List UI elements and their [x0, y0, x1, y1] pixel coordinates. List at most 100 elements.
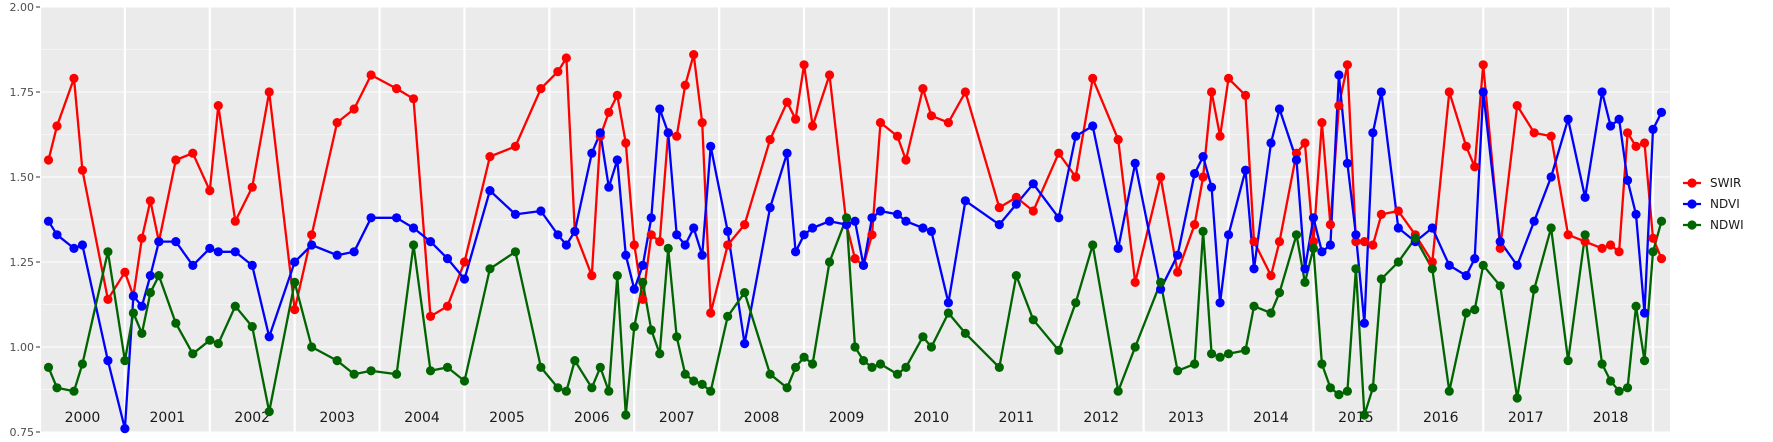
- data-point-swir: [290, 305, 300, 315]
- data-point-ndvi: [1478, 87, 1488, 97]
- data-point-ndvi: [1342, 158, 1352, 168]
- data-point-swir: [1359, 237, 1369, 247]
- year-label: 2000: [65, 410, 101, 426]
- data-point-ndvi: [1300, 264, 1310, 274]
- data-point-ndvi: [1622, 175, 1633, 185]
- data-point-swir: [1614, 247, 1624, 257]
- data-point-ndwi: [1427, 264, 1437, 274]
- data-point-ndvi: [689, 223, 699, 233]
- data-point-swir: [1368, 240, 1378, 250]
- data-point-swir: [994, 203, 1004, 213]
- data-point-ndvi: [1189, 169, 1200, 179]
- data-point-swir: [697, 118, 707, 128]
- data-point-ndvi: [740, 339, 750, 349]
- data-point-swir: [264, 87, 274, 97]
- y-tick-label: 1.25: [10, 256, 35, 269]
- data-point-ndvi: [1011, 199, 1021, 209]
- data-point-ndwi: [629, 322, 639, 332]
- data-point-ndvi: [205, 243, 215, 253]
- data-point-swir: [604, 107, 614, 117]
- data-point-swir: [1223, 73, 1234, 83]
- data-point-ndvi: [408, 223, 419, 233]
- data-point-ndvi: [1206, 182, 1217, 192]
- data-point-ndwi: [765, 369, 775, 379]
- legend-label-swir: SWIR: [1710, 176, 1741, 190]
- data-point-swir: [638, 294, 648, 304]
- data-point-ndvi: [1359, 318, 1369, 328]
- data-point-swir: [230, 216, 240, 226]
- data-point-ndwi: [655, 349, 665, 359]
- data-point-ndvi: [1444, 260, 1454, 270]
- data-point-ndvi: [1071, 131, 1081, 141]
- data-point-swir: [1444, 87, 1454, 97]
- data-point-ndvi: [570, 226, 580, 236]
- data-point-ndvi: [332, 250, 342, 260]
- data-point-swir: [1274, 237, 1285, 247]
- data-point-ndwi: [1130, 342, 1140, 352]
- data-point-ndvi: [1563, 114, 1573, 124]
- data-point-ndvi: [510, 209, 521, 219]
- data-point-swir: [459, 257, 470, 267]
- data-point-swir: [1198, 172, 1208, 182]
- data-point-swir: [1240, 90, 1251, 100]
- data-point-swir: [1563, 230, 1573, 240]
- data-point-ndwi: [1359, 410, 1369, 420]
- data-point-swir: [892, 131, 903, 141]
- year-label: 2005: [489, 410, 525, 426]
- data-point-ndwi: [1011, 271, 1021, 281]
- data-point-ndvi: [425, 237, 436, 247]
- data-point-ndwi: [1249, 301, 1259, 311]
- data-point-swir: [561, 53, 571, 63]
- data-point-swir: [408, 94, 419, 104]
- data-point-ndvi: [230, 247, 240, 257]
- data-point-swir: [1622, 128, 1633, 138]
- data-point-ndwi: [1376, 274, 1386, 284]
- data-point-ndwi: [1351, 264, 1361, 274]
- year-label: 2017: [1508, 410, 1544, 426]
- data-point-ndvi: [629, 284, 639, 294]
- data-point-ndwi: [442, 362, 453, 372]
- data-point-ndvi: [799, 230, 809, 240]
- data-point-ndwi: [672, 332, 682, 342]
- data-point-ndvi: [1546, 172, 1556, 182]
- data-point-swir: [52, 121, 62, 131]
- data-point-ndvi: [646, 213, 656, 223]
- data-point-ndvi: [69, 243, 79, 253]
- data-point-ndwi: [1325, 383, 1336, 393]
- legend-label-ndvi: NDVI: [1710, 197, 1740, 211]
- data-point-ndvi: [901, 216, 911, 226]
- data-point-ndwi: [1240, 345, 1251, 355]
- data-point-ndvi: [918, 223, 928, 233]
- data-point-ndwi: [1470, 305, 1480, 315]
- data-point-swir: [1189, 220, 1200, 230]
- data-point-ndvi: [1529, 216, 1539, 226]
- data-point-ndvi: [52, 230, 62, 240]
- data-point-ndvi: [1614, 114, 1624, 124]
- data-point-ndvi: [1088, 121, 1098, 131]
- data-point-ndvi: [621, 250, 631, 260]
- data-point-ndwi: [230, 301, 240, 311]
- data-point-ndvi: [391, 213, 402, 223]
- data-point-swir: [918, 84, 928, 94]
- data-point-swir: [1054, 148, 1064, 158]
- data-point-swir: [875, 118, 886, 128]
- year-label: 2018: [1593, 410, 1629, 426]
- data-point-ndwi: [391, 369, 402, 379]
- data-point-swir: [629, 240, 639, 250]
- data-point-ndvi: [77, 240, 88, 250]
- data-point-swir: [1376, 209, 1386, 219]
- data-point-ndvi: [765, 203, 775, 213]
- data-point-ndvi: [1639, 308, 1650, 318]
- data-point-ndwi: [1274, 288, 1285, 298]
- data-point-ndvi: [723, 226, 733, 236]
- data-point-swir: [69, 73, 79, 83]
- data-point-ndwi: [850, 342, 860, 352]
- data-point-ndwi: [697, 379, 707, 389]
- data-point-ndwi: [43, 362, 54, 372]
- series-line-ndvi: [47, 73, 1663, 430]
- data-point-ndvi: [1240, 165, 1251, 175]
- series-layer: [43, 50, 1667, 434]
- data-point-swir: [680, 80, 690, 90]
- year-label: 2009: [829, 410, 865, 426]
